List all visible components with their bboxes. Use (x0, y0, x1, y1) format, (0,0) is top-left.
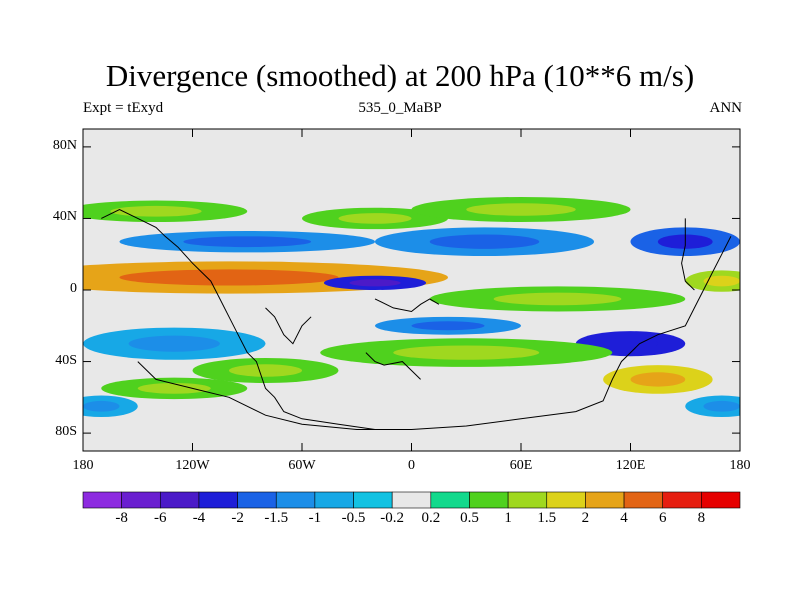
season-label: ANN (709, 100, 743, 116)
experiment-label: Expt = tExyd (83, 100, 164, 116)
colorbar-box-9 (430, 491, 470, 509)
colorbar-box-2 (159, 491, 200, 509)
colorbar (82, 491, 741, 509)
colorbar-label-1: -6 (154, 510, 167, 526)
coastline-4 (365, 352, 421, 380)
x-tick-label-5: 120E (615, 458, 646, 473)
colorbar-label-2: -4 (192, 510, 206, 526)
field-core-12 (128, 335, 220, 352)
colorbar-box-1 (121, 491, 161, 509)
field-core-14 (630, 372, 686, 387)
field-core-15 (137, 383, 211, 394)
x-tick-label-4: 60E (509, 458, 533, 473)
colorbar-label-9: 0.5 (460, 510, 479, 526)
field-core-0 (119, 269, 339, 286)
colorbar-box-10 (469, 491, 509, 509)
colorbar-box-7 (353, 491, 393, 509)
field-core-9 (411, 321, 485, 331)
colorbar-box-15 (662, 491, 702, 509)
colorbar-box-14 (623, 491, 664, 509)
x-tick-label-6: 180 (729, 458, 751, 473)
colorbar-label-3: -2 (231, 510, 244, 526)
y-tick-label-3: 40S (55, 352, 77, 368)
field-core-11 (393, 345, 540, 360)
colorbar-box-11 (507, 491, 548, 509)
case-label: 535_0_MaBP (358, 100, 442, 116)
field-core-13 (229, 364, 302, 377)
coastline-3 (374, 298, 440, 313)
continent-outlines (101, 208, 732, 430)
field-core-1 (349, 279, 401, 287)
field-core-5 (110, 205, 202, 217)
colorbar-label-11: 1.5 (537, 510, 557, 526)
x-tick-label-3: 0 (408, 458, 415, 473)
colorbar-box-5 (275, 491, 316, 509)
chart-title: Divergence (smoothed) at 200 hPa (10**6 … (105, 58, 695, 93)
coastline-2 (265, 307, 312, 345)
colorbar-box-16 (701, 491, 741, 509)
x-tick-label-0: 180 (72, 458, 94, 473)
field-core-2 (183, 236, 312, 248)
coastline-0 (101, 208, 376, 430)
field-core-16 (83, 400, 120, 412)
colorbar-label-0: -8 (115, 510, 128, 526)
colorbar-label-6: -0.5 (341, 510, 366, 526)
field-core-6 (338, 213, 412, 224)
colorbar-box-4 (237, 491, 277, 509)
field-core-8 (493, 292, 622, 306)
field-core-17 (703, 400, 740, 412)
field-core-18 (703, 275, 740, 287)
colorbar-box-3 (198, 491, 238, 509)
colorbar-label-8: 0.2 (421, 510, 441, 526)
colorbar-label-7: -0.2 (380, 510, 405, 526)
field-core-7 (466, 203, 576, 216)
coastline-1 (137, 236, 732, 430)
colorbar-box-13 (585, 491, 625, 509)
colorbar-box-6 (314, 491, 354, 509)
colorbar-label-15: 8 (697, 510, 706, 526)
colorbar-box-12 (546, 491, 586, 509)
colorbar-label-5: -1 (308, 510, 322, 526)
colorbar-label-13: 4 (620, 510, 628, 526)
field-core-10 (603, 337, 658, 350)
y-tick-label-0: 80N (52, 137, 77, 153)
field-core-3 (429, 234, 540, 249)
y-tick-label-4: 80S (55, 424, 77, 440)
x-tick-label-2: 60W (288, 458, 316, 473)
colorbar-box-8 (391, 491, 432, 509)
colorbar-label-4: -1.5 (264, 510, 289, 526)
y-tick-label-1: 40N (52, 209, 77, 225)
x-tick-label-1: 120W (175, 458, 210, 473)
axis-ticks (82, 129, 741, 451)
y-tick-label-2: 0 (70, 281, 77, 296)
colorbar-label-12: 2 (581, 510, 590, 526)
coastline-5 (681, 218, 695, 291)
colorbar-box-0 (82, 491, 122, 509)
colorbar-label-10: 1 (504, 510, 512, 526)
colorbar-label-14: 6 (658, 510, 667, 526)
